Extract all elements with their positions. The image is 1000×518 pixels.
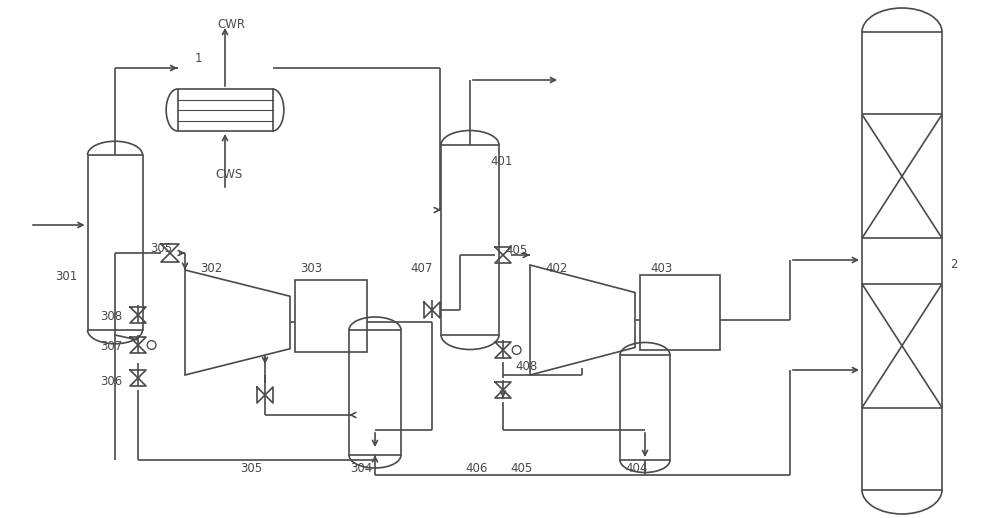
Bar (178, 89, 273, 131)
Text: 402: 402 (545, 262, 567, 275)
Text: 307: 307 (100, 340, 122, 353)
Bar (295, 280, 367, 352)
Bar (640, 275, 720, 350)
Text: 301: 301 (55, 270, 77, 283)
Bar (88, 155, 143, 330)
Text: 404: 404 (625, 462, 647, 475)
Text: 407: 407 (410, 262, 432, 275)
Text: 304: 304 (350, 462, 372, 475)
Text: 303: 303 (300, 262, 322, 275)
Text: CWS: CWS (215, 168, 242, 181)
Bar (441, 145, 499, 335)
Bar (620, 355, 670, 460)
Text: 306: 306 (100, 375, 122, 388)
Text: 308: 308 (100, 310, 122, 323)
Text: 405: 405 (510, 462, 532, 475)
Text: 2: 2 (950, 258, 957, 271)
Text: 405: 405 (505, 244, 527, 257)
Text: 305: 305 (240, 462, 262, 475)
Text: 406: 406 (465, 462, 487, 475)
Text: CWR: CWR (217, 18, 245, 31)
Bar (862, 32, 942, 490)
Text: 401: 401 (490, 155, 512, 168)
Text: 302: 302 (200, 262, 222, 275)
Text: 1: 1 (195, 52, 203, 65)
Text: 305: 305 (150, 242, 172, 255)
Text: 408: 408 (515, 360, 537, 373)
Text: 403: 403 (650, 262, 672, 275)
Bar (349, 330, 401, 455)
